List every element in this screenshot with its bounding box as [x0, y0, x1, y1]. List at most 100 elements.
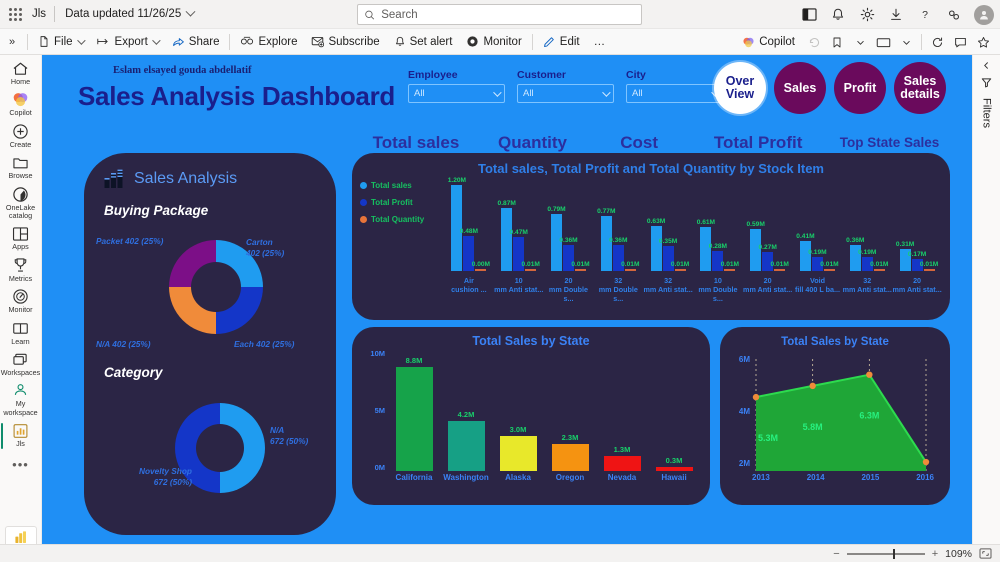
legend-item-total-quantity[interactable]: Total Quantity — [360, 215, 424, 224]
data-point-marker[interactable] — [922, 458, 930, 466]
legend-item-total-profit[interactable]: Total Profit — [360, 198, 424, 207]
sidebar-item-my-workspace[interactable]: My workspace — [0, 379, 42, 419]
bar-total-quantity[interactable]: 0.01M — [671, 261, 689, 271]
sidebar-item-metrics[interactable]: Metrics — [0, 254, 42, 285]
set-alert-button[interactable]: Set alert — [387, 31, 460, 53]
state-bar-wrapper[interactable]: 2.3M — [544, 353, 596, 471]
view-icon[interactable] — [872, 31, 894, 53]
app-launcher-icon[interactable] — [0, 7, 30, 21]
sidebar-item-onelake-catalog[interactable]: OneLake catalog — [0, 183, 42, 223]
edit-button[interactable]: Edit — [536, 31, 587, 53]
sidebar-item-learn[interactable]: Learn — [0, 317, 42, 348]
bar-total-profit[interactable]: 0.36M — [609, 237, 627, 271]
legend-item-total-sales[interactable]: Total sales — [360, 181, 424, 190]
data-point-marker[interactable] — [752, 393, 760, 401]
bar-total-profit[interactable]: 0.35M — [659, 238, 677, 271]
sidebar-item-apps[interactable]: Apps — [0, 222, 42, 253]
bar-total-sales[interactable]: 0.63M — [647, 218, 665, 271]
bar-group[interactable]: 0.41M 0.19M 0.01M — [793, 181, 843, 271]
share-button[interactable]: Share — [165, 31, 227, 53]
bar-total-quantity[interactable]: 0.01M — [771, 261, 789, 271]
bar-total-sales[interactable]: 0.61M — [697, 219, 715, 271]
gear-icon[interactable] — [854, 2, 880, 28]
more-commands-button[interactable]: … — [593, 35, 606, 48]
data-point-marker[interactable] — [866, 371, 873, 378]
buying-package-donut-chart[interactable] — [157, 228, 275, 346]
slicer-dropdown-employee[interactable]: All — [408, 84, 505, 103]
search-input[interactable] — [381, 8, 635, 21]
data-updated-button[interactable]: Data updated 11/26/25 — [55, 6, 200, 20]
bar-total-sales[interactable]: 0.59M — [747, 221, 765, 271]
bar-chart-plot[interactable]: 1.20M 0.48M 0.00M 0.87M 0.47M 0.01M 0.79M 0.36M… — [444, 177, 942, 271]
sidebar-item-browse[interactable]: Browse — [0, 151, 42, 182]
favorite-icon[interactable] — [972, 31, 994, 53]
bar-group[interactable]: 0.59M 0.27M 0.01M — [743, 181, 793, 271]
state-bar-alaska[interactable]: 3.0M — [499, 425, 537, 471]
brand-label[interactable]: Jls — [32, 8, 47, 20]
bell-icon[interactable] — [825, 2, 851, 28]
bar-group[interactable]: 1.20M 0.48M 0.00M — [444, 177, 494, 271]
bar-group[interactable]: 0.79M 0.36M 0.01M — [544, 181, 594, 271]
bar-total-quantity[interactable]: 0.01M — [870, 261, 888, 271]
chevron-down-icon[interactable] — [895, 31, 917, 53]
comment-icon[interactable] — [949, 31, 971, 53]
expand-nav-button[interactable]: » — [8, 35, 16, 48]
bar-total-profit[interactable]: 0.48M — [460, 228, 478, 271]
area-chart-plot[interactable]: 5.3M 5.8M 6.3M — [752, 359, 934, 471]
bar-total-quantity[interactable]: 0.01M — [820, 261, 839, 271]
user-avatar[interactable] — [974, 4, 994, 25]
nav-button-profit[interactable]: Profit — [834, 62, 886, 114]
state-bar-wrapper[interactable]: 3.0M — [492, 353, 544, 471]
bar-total-profit[interactable]: 0.47M — [510, 229, 528, 271]
bar-group[interactable]: 0.61M 0.28M 0.01M — [693, 181, 743, 271]
bar-group[interactable]: 0.31M 0.17M 0.01M — [892, 181, 942, 271]
slicer-dropdown-customer[interactable]: All — [517, 84, 614, 103]
sidebar-item-copilot[interactable]: Copilot — [0, 88, 42, 119]
download-icon[interactable] — [883, 2, 909, 28]
help-icon[interactable]: ? — [912, 2, 938, 28]
bar-total-quantity[interactable]: 0.01M — [920, 261, 938, 271]
slicer-dropdown-city[interactable]: All — [626, 84, 723, 103]
chevron-left-icon[interactable] — [982, 61, 991, 70]
bar-total-sales[interactable]: 0.41M — [796, 233, 815, 271]
filters-label[interactable]: Filters — [980, 98, 993, 128]
bar-total-sales[interactable]: 0.87M — [498, 200, 516, 271]
bar-total-quantity[interactable]: 0.01M — [571, 261, 590, 271]
sidebar-item-workspaces[interactable]: Workspaces — [0, 348, 42, 379]
bar-total-sales[interactable]: 0.79M — [547, 206, 566, 271]
bar-total-quantity[interactable]: 0.01M — [522, 261, 540, 271]
bar-total-profit[interactable]: 0.28M — [709, 243, 727, 271]
state-bar-hawaii[interactable]: 0.3M — [655, 456, 693, 471]
bar-total-profit[interactable]: 0.19M — [858, 249, 876, 271]
bar-total-profit[interactable]: 0.36M — [559, 237, 578, 271]
sidebar-item-monitor[interactable]: Monitor — [0, 285, 42, 316]
copilot-button[interactable]: Copilot — [735, 31, 802, 53]
state-bar-wrapper[interactable]: 4.2M — [440, 353, 492, 471]
bookmark-icon[interactable] — [826, 31, 848, 53]
nav-button-sales[interactable]: Sales — [774, 62, 826, 114]
fit-to-page-icon[interactable] — [979, 548, 992, 559]
category-donut-chart[interactable] — [168, 396, 272, 500]
bar-group[interactable]: 0.63M 0.35M 0.01M — [643, 181, 693, 271]
bar-total-quantity[interactable]: 0.00M — [472, 261, 490, 271]
sidebar-more-button[interactable]: ••• — [12, 456, 29, 472]
reset-icon[interactable] — [803, 31, 825, 53]
nav-button-overview[interactable]: Over View — [714, 62, 766, 114]
state-bar-wrapper[interactable]: 1.3M — [596, 353, 648, 471]
export-menu-button[interactable]: Export — [90, 31, 165, 53]
bar-total-profit[interactable]: 0.27M — [759, 244, 777, 271]
state-bar-wrapper[interactable]: 0.3M — [648, 353, 700, 471]
bar-group[interactable]: 0.36M 0.19M 0.01M — [842, 181, 892, 271]
bar-total-sales[interactable]: 0.77M — [597, 208, 615, 271]
file-menu-button[interactable]: File — [31, 31, 90, 53]
state-bar-washington[interactable]: 4.2M — [447, 410, 485, 471]
subscribe-button[interactable]: Subscribe — [304, 31, 386, 53]
bar-total-sales[interactable]: 0.36M — [846, 237, 864, 271]
bar-total-profit[interactable]: 0.17M — [908, 251, 926, 271]
bar-total-profit[interactable]: 0.19M — [808, 249, 827, 271]
search-box[interactable] — [357, 4, 642, 25]
bar-total-sales[interactable]: 0.31M — [896, 241, 914, 271]
data-point-marker[interactable] — [809, 382, 816, 390]
state-bar-california[interactable]: 8.8M — [395, 356, 433, 471]
explore-button[interactable]: Explore — [233, 31, 304, 53]
